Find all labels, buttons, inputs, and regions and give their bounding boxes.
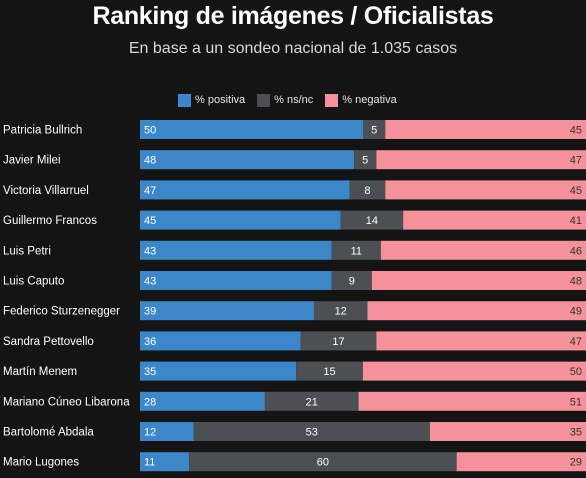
value-label-positiva: 43 [144,245,156,257]
bar-negativa [456,452,586,472]
bar-nsnc [264,391,359,411]
legend-swatch-positiva [178,93,191,107]
value-label-positiva: 35 [144,366,156,378]
bar-positiva [140,391,265,411]
bar-nsnc [300,331,377,351]
bar-positiva [140,331,301,351]
category-label: Luis Petri [3,245,51,257]
bar-nsnc [189,452,457,472]
bar-nsnc [193,422,430,441]
bar-negativa [385,180,586,200]
value-label-nsnc: 21 [306,396,318,408]
bar-positiva [140,180,350,200]
category-label: Javier Milei [3,155,61,167]
value-label-negativa: 29 [570,457,582,469]
value-label-positiva: 28 [144,396,156,408]
bar-nsnc [340,210,404,230]
bar-positiva [140,210,341,230]
bar-nsnc [296,361,363,381]
chart-title: Ranking de imágenes / Oficialistas [92,2,494,30]
value-label-positiva: 50 [144,125,156,137]
bar-positiva [140,422,194,441]
category-label: Federico Sturzenegger [3,306,120,318]
bar-nsnc [313,301,368,321]
bar-negativa [385,120,586,139]
legend-swatch-negativa [325,93,339,107]
legend-item-negativa: % negativa [325,93,397,107]
value-label-negativa: 50 [570,366,582,378]
category-label: Bartolomé Abdala [3,427,94,439]
bar-positiva [140,271,332,290]
legend-label-negativa: % negativa [342,94,397,106]
bar-negativa [376,150,586,170]
value-label-nsnc: 53 [306,427,318,439]
legend-item-positiva: % positiva [178,93,246,107]
category-label: Mario Lugones [3,457,79,469]
bar-negativa [376,331,586,351]
bar-positiva [140,240,332,260]
bar-negativa [367,301,586,321]
value-label-positiva: 45 [144,215,156,227]
category-label: Luis Caputo [3,276,64,288]
value-label-nsnc: 5 [362,155,368,167]
value-label-positiva: 43 [144,276,156,288]
value-label-positiva: 11 [144,457,155,469]
legend-swatch-nsnc [257,93,271,107]
bar-negativa [371,271,586,290]
legend-label-nsnc: % ns/nc [274,94,314,106]
value-label-nsnc: 5 [371,125,377,137]
category-label: Mariano Cúneo Libarona [3,396,130,408]
category-label: Guillermo Francos [3,215,97,227]
bar-positiva [140,301,314,321]
bar-positiva [140,150,355,170]
category-label: Martín Menem [3,366,77,378]
category-label: Victoria Villarruel [3,185,89,197]
value-label-nsnc: 17 [332,336,344,348]
value-label-nsnc: 60 [317,457,329,469]
value-label-negativa: 45 [570,185,582,197]
value-label-positiva: 12 [144,427,156,439]
bar-positiva [140,120,363,139]
bar-negativa [363,361,586,381]
bar-negativa [429,422,586,441]
value-label-negativa: 35 [570,427,582,439]
bar-positiva [140,361,297,381]
value-label-positiva: 36 [144,336,156,348]
value-label-nsnc: 8 [364,185,370,197]
value-label-nsnc: 15 [323,366,335,378]
bar-negativa [358,391,586,411]
bar-negativa [403,210,586,230]
value-label-nsnc: 12 [335,306,347,318]
bar-nsnc [363,120,386,139]
value-label-positiva: 47 [144,185,156,197]
legend-item-nsnc: % ns/nc [257,93,314,107]
value-label-nsnc: 9 [349,276,355,288]
value-label-negativa: 49 [570,306,582,318]
chart-subtitle: En base a un sondeo nacional de 1.035 ca… [128,40,458,57]
bar-nsnc [354,150,377,170]
bar-nsnc [331,240,381,260]
category-label: Sandra Pettovello [3,336,94,348]
value-label-negativa: 47 [570,155,582,167]
value-label-negativa: 46 [570,245,582,257]
value-label-nsnc: 14 [366,215,378,227]
bar-nsnc [331,271,372,290]
bar-nsnc [349,180,386,200]
category-label: Patricia Bullrich [3,125,82,137]
value-label-positiva: 48 [144,155,156,167]
value-label-nsnc: 11 [351,245,362,257]
value-label-positiva: 39 [144,306,156,318]
bar-positiva [140,452,190,472]
value-label-negativa: 41 [570,215,582,227]
chart-legend: % positiva % ns/nc % negativa [178,92,409,108]
legend-label-positiva: % positiva [195,94,246,106]
value-label-negativa: 47 [570,336,582,348]
value-label-negativa: 48 [570,276,582,288]
value-label-negativa: 51 [570,396,582,408]
bar-negativa [380,240,586,260]
value-label-negativa: 45 [570,125,582,137]
